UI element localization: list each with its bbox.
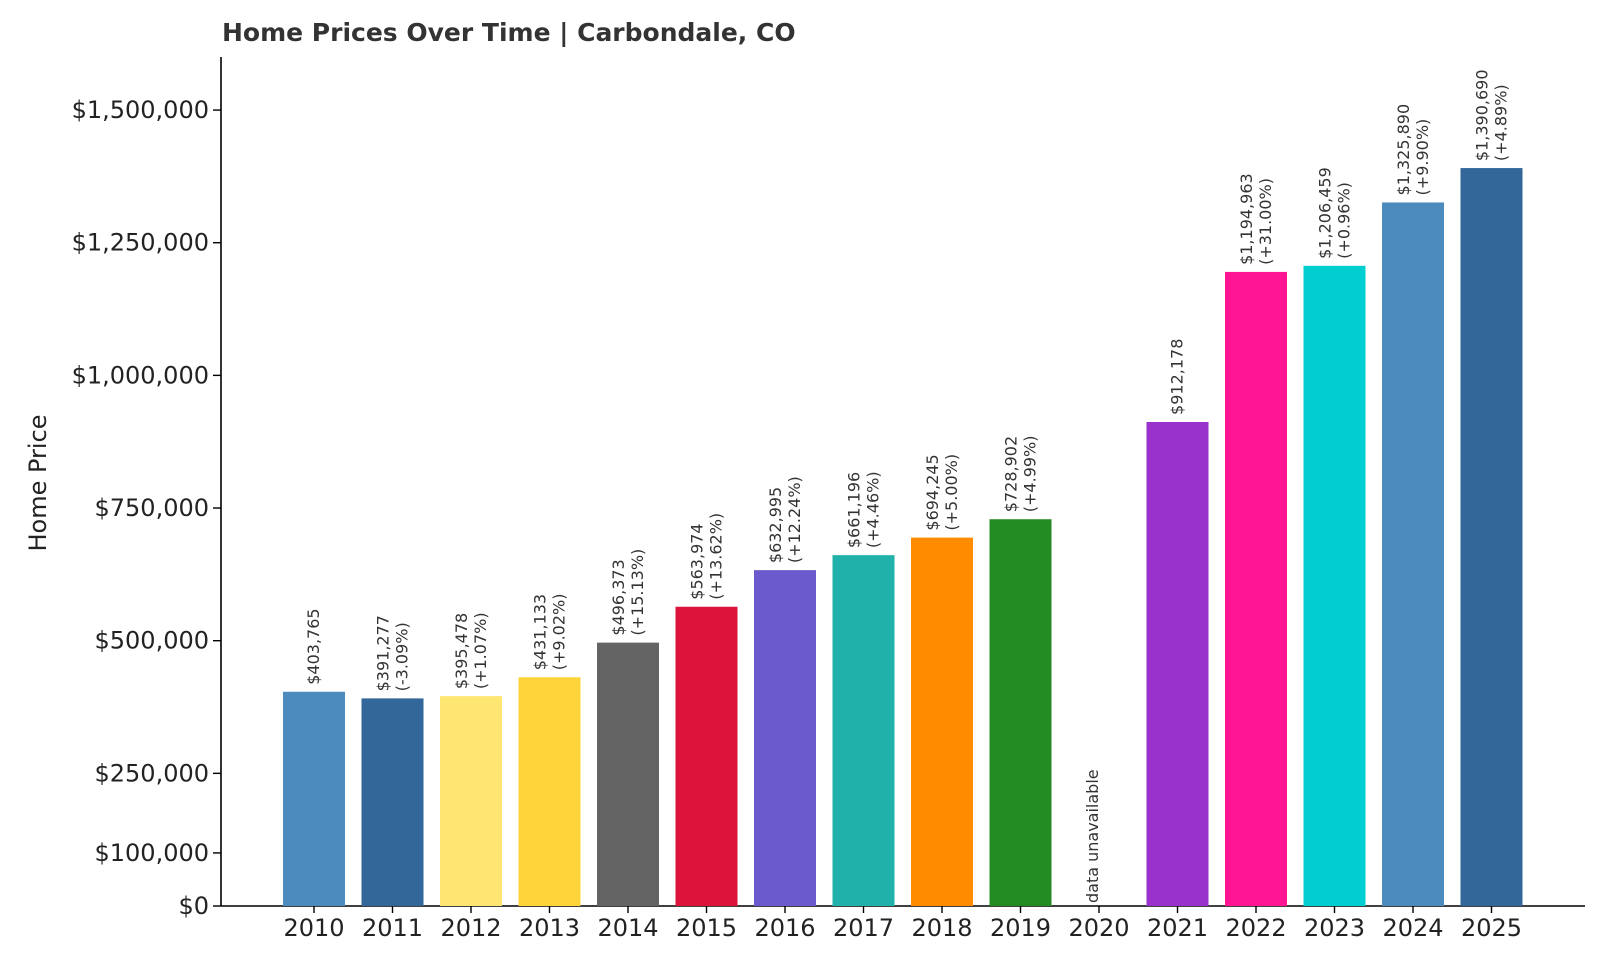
change-label: (+0.96%) <box>1335 182 1354 259</box>
value-label: $1,325,890 <box>1394 104 1413 196</box>
bar-2017 <box>832 555 895 906</box>
x-tick-label: 2010 <box>283 914 344 942</box>
missing-data-label: data unavailable <box>1083 769 1102 903</box>
bars <box>283 168 1523 907</box>
change-label: (+12.24%) <box>785 476 804 563</box>
change-label: (+9.90%) <box>1413 119 1432 196</box>
x-tick-label: 2023 <box>1304 914 1365 942</box>
y-tick-label: $1,250,000 <box>72 229 209 257</box>
y-tick-label: $500,000 <box>94 627 209 655</box>
bar-2010 <box>283 691 345 906</box>
bar-2024 <box>1382 202 1444 907</box>
bar-2011 <box>361 698 424 906</box>
bar-2013 <box>518 677 581 906</box>
chart-title: Home Prices Over Time | Carbondale, CO <box>222 18 796 47</box>
x-tick-label: 2019 <box>990 914 1051 942</box>
value-label: $1,194,963 <box>1237 173 1256 265</box>
bar-2021 <box>1146 421 1209 906</box>
value-label: $1,206,459 <box>1316 167 1335 259</box>
x-axis-ticks: 2010 2011 2012 2013 2014 2015 2016 2017 2018 2019… <box>283 906 1522 942</box>
bar-2018 <box>911 537 973 906</box>
y-tick-label: $100,000 <box>94 839 209 867</box>
y-axis-label: Home Price <box>24 414 52 551</box>
axes <box>220 57 1585 907</box>
x-tick-label: 2014 <box>597 914 658 942</box>
x-tick-label: 2020 <box>1068 914 1129 942</box>
change-label: (+9.02%) <box>550 594 569 671</box>
bar-2015 <box>675 606 738 906</box>
x-tick-label: 2025 <box>1461 914 1522 942</box>
bar-2022 <box>1225 271 1287 907</box>
change-label: (+4.89%) <box>1492 84 1511 161</box>
bar-2023 <box>1303 265 1366 906</box>
value-label: $395,478 <box>452 613 471 689</box>
x-tick-label: 2013 <box>519 914 580 942</box>
x-tick-label: 2018 <box>911 914 972 942</box>
x-tick-label: 2024 <box>1382 914 1443 942</box>
y-axis-ticks: $0 $100,000 $250,000 $500,000 $750,000 $1,000… <box>72 96 221 920</box>
value-label: $728,902 <box>1002 436 1021 512</box>
bar-2014 <box>597 642 659 906</box>
bar-2019 <box>989 519 1052 906</box>
y-tick-label: $0 <box>178 892 209 920</box>
value-label: $403,765 <box>304 608 323 684</box>
change-label: (+5.00%) <box>942 454 961 531</box>
change-label: (+4.99%) <box>1021 436 1040 513</box>
y-tick-label: $250,000 <box>94 759 209 787</box>
bar-2012 <box>440 696 502 906</box>
value-label: $632,995 <box>766 487 785 563</box>
x-tick-label: 2017 <box>833 914 894 942</box>
y-tick-label: $1,000,000 <box>72 361 209 389</box>
x-tick-label: 2012 <box>440 914 501 942</box>
value-label: $563,974 <box>688 523 707 599</box>
x-tick-label: 2021 <box>1147 914 1208 942</box>
change-label: (+13.62%) <box>707 513 726 600</box>
change-label: (+31.00%) <box>1256 178 1275 265</box>
change-label: (+1.07%) <box>471 612 490 689</box>
value-label: $1,390,690 <box>1473 69 1492 161</box>
value-label: $391,277 <box>374 615 393 691</box>
change-label: (-3.09%) <box>393 622 412 691</box>
y-tick-label: $750,000 <box>94 494 209 522</box>
x-tick-label: 2022 <box>1225 914 1286 942</box>
x-tick-label: 2015 <box>676 914 737 942</box>
value-label: $431,133 <box>531 594 550 670</box>
bar-2016 <box>754 570 816 906</box>
change-label: (+15.13%) <box>628 549 647 636</box>
bar-2025 <box>1460 168 1523 906</box>
data-labels: $403,765 $391,277 (-3.09%) $395,478 (+1.07%)… <box>304 69 1511 903</box>
value-label: $661,196 <box>845 472 864 548</box>
change-label: (+4.46%) <box>864 471 883 548</box>
y-tick-label: $1,500,000 <box>72 96 209 124</box>
x-tick-label: 2011 <box>362 914 423 942</box>
value-label: $694,245 <box>923 454 942 530</box>
value-label: $912,178 <box>1168 339 1187 415</box>
value-label: $496,373 <box>609 559 628 635</box>
x-tick-label: 2016 <box>754 914 815 942</box>
